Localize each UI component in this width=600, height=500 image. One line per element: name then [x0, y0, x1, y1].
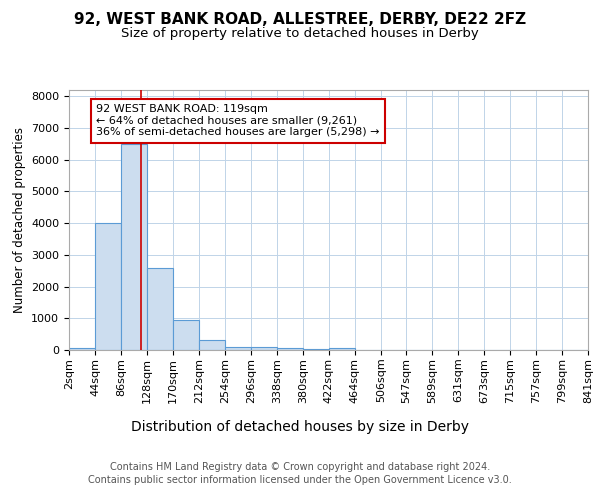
Bar [69, 348, 95, 350]
Bar [199, 340, 225, 350]
Y-axis label: Number of detached properties: Number of detached properties [13, 127, 26, 313]
Bar [95, 223, 121, 350]
Bar [251, 348, 277, 350]
Bar [329, 348, 355, 350]
Bar [173, 320, 199, 350]
Bar [147, 268, 173, 350]
Text: Distribution of detached houses by size in Derby: Distribution of detached houses by size … [131, 420, 469, 434]
Bar [121, 144, 147, 350]
Text: 92, WEST BANK ROAD, ALLESTREE, DERBY, DE22 2FZ: 92, WEST BANK ROAD, ALLESTREE, DERBY, DE… [74, 12, 526, 28]
Text: Contains public sector information licensed under the Open Government Licence v3: Contains public sector information licen… [88, 475, 512, 485]
Bar [277, 348, 303, 350]
Text: Size of property relative to detached houses in Derby: Size of property relative to detached ho… [121, 28, 479, 40]
Text: Contains HM Land Registry data © Crown copyright and database right 2024.: Contains HM Land Registry data © Crown c… [110, 462, 490, 472]
Bar [225, 346, 251, 350]
Text: 92 WEST BANK ROAD: 119sqm
← 64% of detached houses are smaller (9,261)
36% of se: 92 WEST BANK ROAD: 119sqm ← 64% of detac… [96, 104, 380, 138]
